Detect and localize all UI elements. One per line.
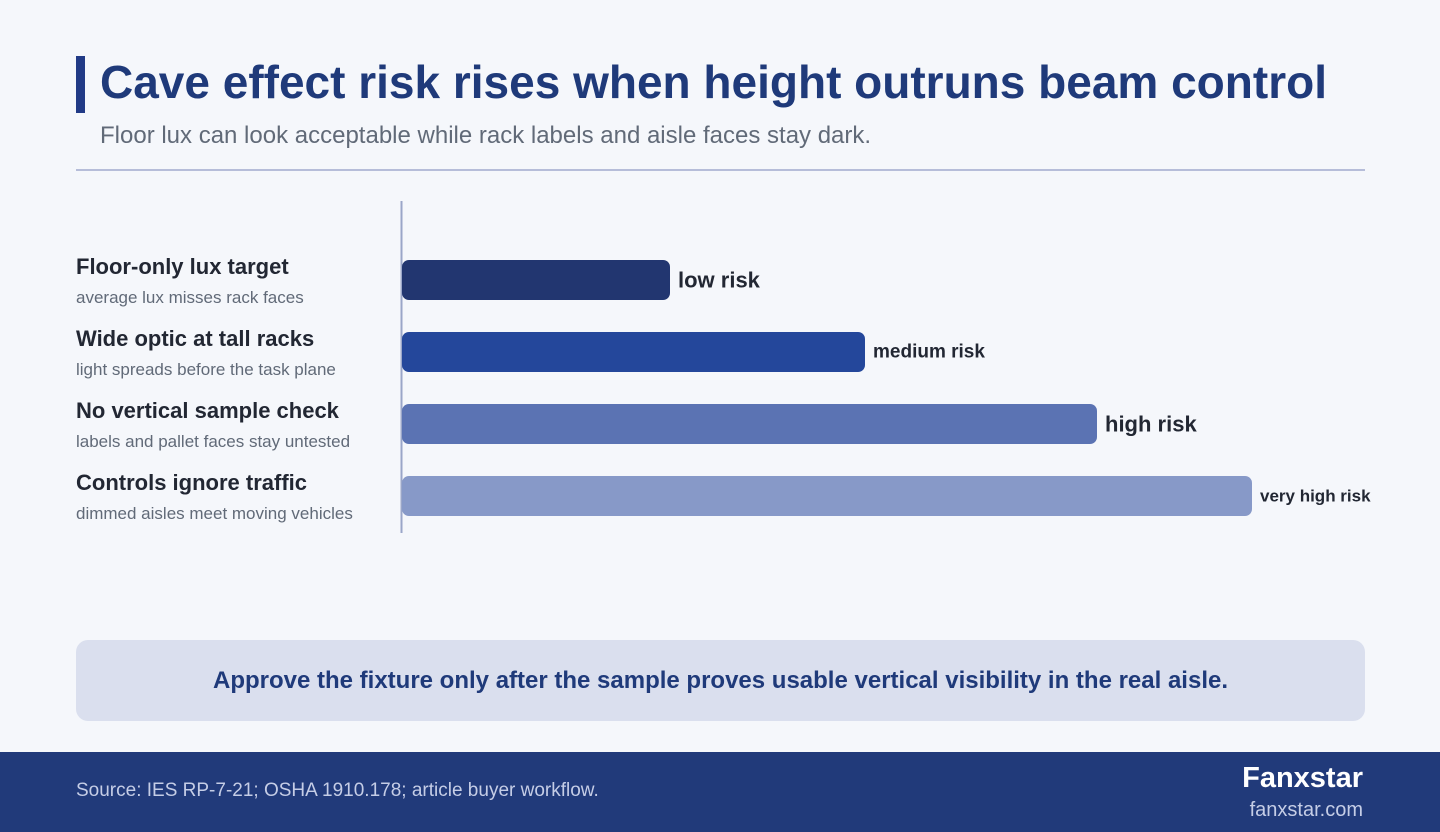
page-subtitle: Floor lux can look acceptable while rack… xyxy=(100,122,872,149)
value-label: medium risk xyxy=(873,342,985,363)
callout-text: Approve the fixture only after the sampl… xyxy=(212,666,1229,694)
category-label: Controls ignore traffic xyxy=(76,470,307,495)
header-divider xyxy=(76,169,1365,171)
category-label: Wide optic at tall racks xyxy=(76,326,314,351)
bar xyxy=(402,476,1252,516)
value-label: very high risk xyxy=(1260,487,1371,506)
category-note: dimmed aisles meet moving vehicles xyxy=(76,504,353,523)
category-label: No vertical sample check xyxy=(76,398,340,423)
brand-url: fanxstar.com xyxy=(1249,799,1363,821)
category-note: labels and pallet faces stay untested xyxy=(76,432,350,451)
bar xyxy=(402,260,670,300)
page-title: Cave effect risk rises when height outru… xyxy=(100,56,1327,108)
footer: Source: IES RP-7-21; OSHA 1910.178; arti… xyxy=(0,752,1440,832)
category-label: Floor-only lux target xyxy=(76,254,289,279)
category-note: average lux misses rack faces xyxy=(76,288,304,307)
source-note: Source: IES RP-7-21; OSHA 1910.178; arti… xyxy=(76,780,599,801)
category-note: light spreads before the task plane xyxy=(76,360,336,379)
bar xyxy=(402,404,1097,444)
brand-name: Fanxstar xyxy=(1242,762,1363,794)
bar xyxy=(402,332,865,372)
title-accent-bar xyxy=(76,56,85,113)
value-label: high risk xyxy=(1105,412,1197,437)
recommendation-callout: Approve the fixture only after the sampl… xyxy=(76,640,1365,721)
value-label: low risk xyxy=(678,268,761,293)
